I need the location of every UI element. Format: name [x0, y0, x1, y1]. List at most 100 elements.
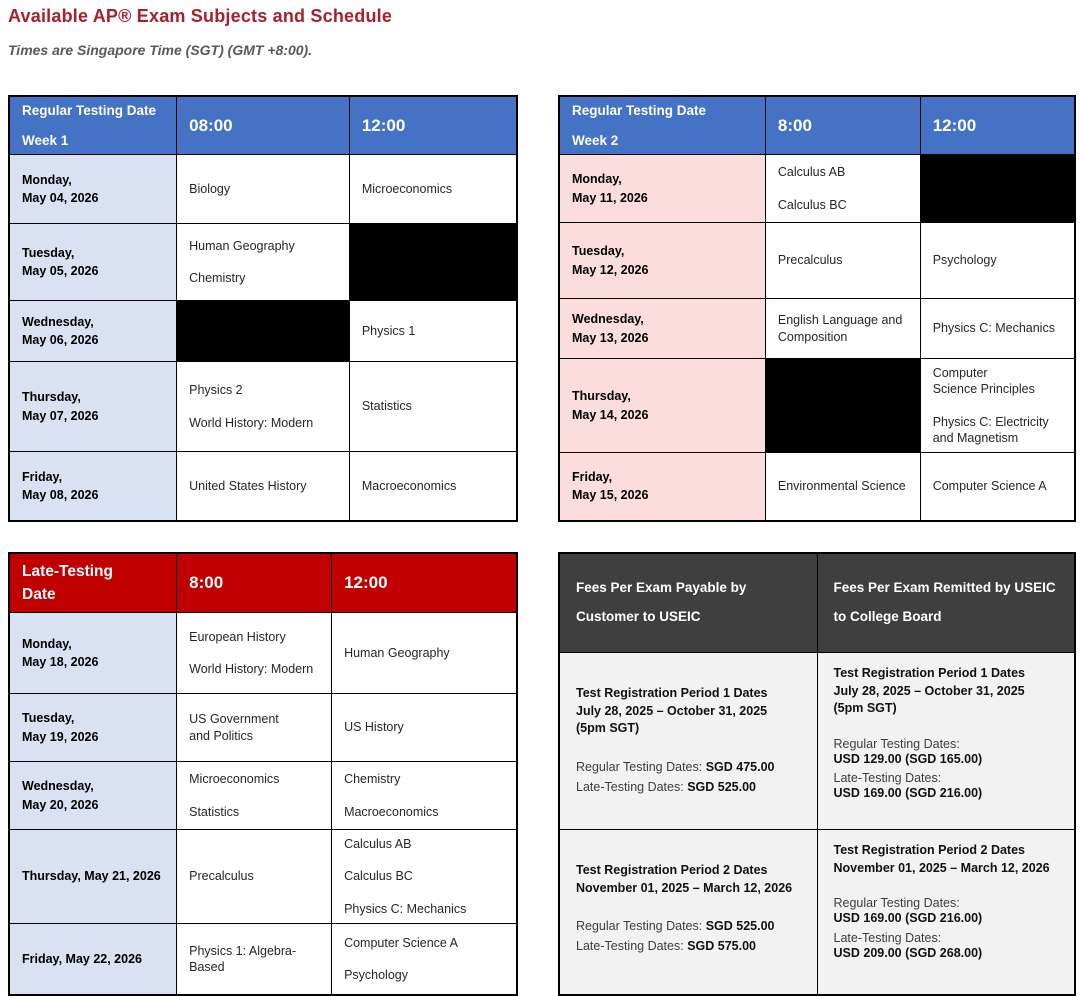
exam-cell: Calculus AB Calculus BC: [765, 155, 920, 223]
day-cell: Wednesday, May 20, 2026: [9, 762, 177, 830]
fee-label: Regular Testing Dates:: [834, 737, 1059, 752]
exam-cell: Physics 2 World History: Modern: [177, 362, 350, 451]
blackout-cell: [177, 301, 350, 362]
blackout-cell: [349, 224, 517, 301]
fee-value: USD 169.00 (SGD 216.00): [834, 911, 1059, 926]
fee-items: Regular Testing Dates: SGD 525.00 Late-T…: [576, 916, 801, 956]
exam-subject: Calculus AB: [344, 836, 504, 852]
day-cell: Tuesday, May 05, 2026: [9, 224, 177, 301]
table-header-row: Regular Testing Date Week 1 08:00 12:00: [9, 96, 517, 155]
exam-subject: Biology: [189, 181, 337, 197]
fee-value: SGD 525.00: [706, 919, 775, 933]
exam-subject: Macroeconomics: [344, 804, 504, 820]
exam-subject: US Government and Politics: [189, 711, 319, 744]
exam-subject: US History: [344, 719, 504, 735]
table-row: Test Registration Period 1 Dates July 28…: [559, 653, 1075, 830]
exam-subject: Environmental Science: [778, 478, 908, 494]
period-title: Test Registration Period 1 Dates: [576, 685, 801, 703]
period-dates: July 28, 2025 – October 31, 2025: [576, 703, 801, 721]
table-row: Friday, May 15, 2026 Environmental Scien…: [559, 453, 1075, 521]
fee-value: USD 209.00 (SGD 268.00): [834, 946, 1059, 961]
fee-label: Late-Testing Dates:: [576, 939, 684, 953]
fee-value: SGD 575.00: [687, 939, 756, 953]
fee-value: SGD 525.00: [687, 780, 756, 794]
exam-subject: Chemistry: [189, 270, 337, 286]
exam-subject: United States History: [189, 478, 337, 494]
exam-cell: Computer Science A Psychology: [332, 923, 517, 995]
fee-item: Regular Testing Dates: SGD 475.00: [576, 757, 801, 777]
exam-cell: US History: [332, 694, 517, 762]
fees-period2-customer-cell: Test Registration Period 2 Dates Novembe…: [559, 830, 817, 996]
header-title: Regular Testing Date: [572, 103, 753, 118]
exam-subject: Physics C: Mechanics: [344, 901, 504, 917]
time-header-1200: 12:00: [349, 96, 517, 155]
week2-header-cell: Regular Testing Date Week 2: [559, 96, 765, 155]
table-row: Monday, May 18, 2026 European History Wo…: [9, 613, 517, 694]
week1-schedule-table: Regular Testing Date Week 1 08:00 12:00 …: [8, 95, 518, 522]
table-row: Thursday, May 07, 2026 Physics 2 World H…: [9, 362, 517, 451]
exam-subject: Microeconomics: [189, 771, 319, 787]
table-row: Thursday, May 14, 2026 Computer Science …: [559, 359, 1075, 453]
table-row: Wednesday, May 06, 2026 Physics 1: [9, 301, 517, 362]
fee-label: Late-Testing Dates:: [576, 780, 684, 794]
exam-subject: Physics 1: Algebra- Based: [189, 943, 319, 976]
day-cell: Monday, May 11, 2026: [559, 155, 765, 223]
exam-subject: European History: [189, 629, 319, 645]
fee-item: Regular Testing Dates: SGD 525.00: [576, 916, 801, 936]
exam-subject: Computer Science Principles: [933, 365, 1062, 398]
time-header-1200: 12:00: [920, 96, 1075, 155]
day-cell: Wednesday, May 06, 2026: [9, 301, 177, 362]
exam-subject: World History: Modern: [189, 661, 319, 677]
exam-cell: Precalculus: [177, 830, 332, 924]
exam-cell: Physics C: Mechanics: [920, 299, 1075, 359]
exam-subject: Macroeconomics: [362, 478, 504, 494]
day-cell: Thursday, May 07, 2026: [9, 362, 177, 451]
day-cell: Thursday, May 21, 2026: [9, 830, 177, 924]
fee-label: Regular Testing Dates:: [576, 760, 702, 774]
late-header-cell: Late-Testing Date: [9, 553, 177, 613]
table-header-row: Fees Per Exam Payable by Customer to USE…: [559, 553, 1075, 653]
late-testing-schedule-table: Late-Testing Date 8:00 12:00 Monday, May…: [8, 552, 518, 996]
exam-subject: Calculus BC: [778, 197, 908, 213]
exam-cell: Macroeconomics: [349, 451, 517, 520]
week1-header-cell: Regular Testing Date Week 1: [9, 96, 177, 155]
exam-subject: Human Geography: [189, 238, 337, 254]
day-cell: Tuesday, May 12, 2026: [559, 223, 765, 299]
exam-subject: Physics C: Mechanics: [933, 320, 1062, 336]
table-row: Friday, May 08, 2026 United States Histo…: [9, 451, 517, 520]
period-title: Test Registration Period 2 Dates: [576, 862, 801, 880]
fees-table: Fees Per Exam Payable by Customer to USE…: [558, 552, 1076, 996]
table-row: Wednesday, May 20, 2026 Microeconomics S…: [9, 762, 517, 830]
time-header-0800: 08:00: [177, 96, 350, 155]
exam-cell: Environmental Science: [765, 453, 920, 521]
table-header-row: Regular Testing Date Week 2 8:00 12:00: [559, 96, 1075, 155]
timezone-note: Times are Singapore Time (SGT) (GMT +8:0…: [8, 42, 1075, 58]
header-week-label: Week 2: [572, 133, 753, 148]
time-header-0800: 8:00: [765, 96, 920, 155]
table-row: Tuesday, May 12, 2026 Precalculus Psycho…: [559, 223, 1075, 299]
exam-cell: Microeconomics: [349, 155, 517, 224]
exam-subject: Microeconomics: [362, 181, 504, 197]
exam-cell: Human Geography Chemistry: [177, 224, 350, 301]
period-title: Test Registration Period 1 Dates: [834, 665, 1059, 683]
exam-cell: English Language and Composition: [765, 299, 920, 359]
table-header-row: Late-Testing Date 8:00 12:00: [9, 553, 517, 613]
fees-header-customer: Fees Per Exam Payable by Customer to USE…: [559, 553, 817, 653]
exam-subject: Psychology: [933, 252, 1062, 268]
exam-subject: Physics 2: [189, 382, 337, 398]
exam-cell: Statistics: [349, 362, 517, 451]
table-row: Wednesday, May 13, 2026 English Language…: [559, 299, 1075, 359]
exam-subject: Chemistry: [344, 771, 504, 787]
exam-subject: Computer Science A: [933, 478, 1062, 494]
exam-cell: Human Geography: [332, 613, 517, 694]
table-row: Monday, May 04, 2026 Biology Microeconom…: [9, 155, 517, 224]
exam-subject: Statistics: [189, 804, 319, 820]
exam-cell: European History World History: Modern: [177, 613, 332, 694]
exam-subject: Calculus BC: [344, 868, 504, 884]
exam-subject: Precalculus: [778, 252, 908, 268]
exam-cell: Chemistry Macroeconomics: [332, 762, 517, 830]
day-cell: Friday, May 08, 2026: [9, 451, 177, 520]
exam-cell: Computer Science A: [920, 453, 1075, 521]
exam-cell: Physics 1: Algebra- Based: [177, 923, 332, 995]
day-cell: Thursday, May 14, 2026: [559, 359, 765, 453]
